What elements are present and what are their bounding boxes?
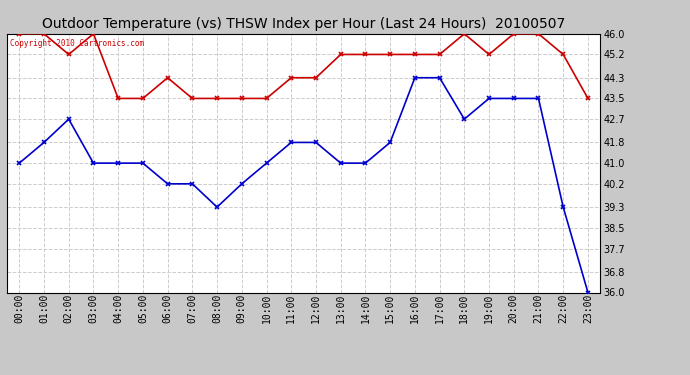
Text: Copyright 2010 Cartronics.com: Copyright 2010 Cartronics.com [10, 39, 144, 48]
Title: Outdoor Temperature (vs) THSW Index per Hour (Last 24 Hours)  20100507: Outdoor Temperature (vs) THSW Index per … [42, 17, 565, 31]
